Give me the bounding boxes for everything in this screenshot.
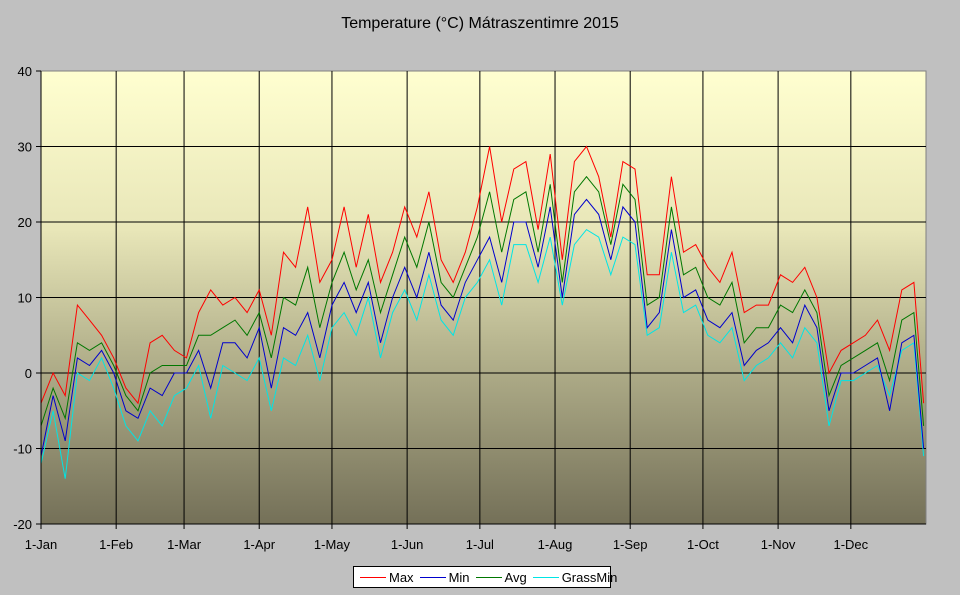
legend-label-grassmin: GrassMin [561, 569, 618, 585]
x-tick-label: 1-Nov [761, 537, 796, 552]
legend-label-min: Min [448, 569, 470, 585]
y-tick-label: -20 [13, 517, 32, 532]
y-tick-label: -10 [13, 442, 32, 457]
x-tick-label: 1-Apr [243, 537, 275, 552]
y-tick-label: 40 [18, 64, 32, 79]
series-line-avg [40, 175, 925, 427]
legend-item-grassmin: GrassMin [532, 569, 618, 585]
x-tick-label: 1-Oct [687, 537, 719, 552]
legend-item-min: Min [419, 569, 470, 585]
series-line-min [40, 198, 925, 457]
x-tick-label: 1-Dec [833, 537, 868, 552]
legend: Max Min Avg GrassMin [353, 566, 617, 588]
legend-label-max: Max [389, 569, 414, 585]
legend-item-max: Max [360, 570, 414, 585]
x-tick-label: 1-Feb [99, 537, 133, 552]
y-tick-label: 30 [18, 140, 32, 155]
legend-line-avg [475, 576, 502, 578]
legend-line-max [360, 576, 386, 578]
legend-line-min [419, 576, 446, 578]
series-line-grassmin [40, 228, 925, 479]
x-tick-label: 1-Sep [613, 537, 648, 552]
legend-item-avg: Avg [475, 569, 527, 585]
x-tick-label: 1-Jun [391, 537, 424, 552]
series-line-max [40, 145, 925, 405]
chart-title: Temperature (°C) Mátraszentimre 2015 [341, 15, 619, 32]
y-tick-label: 20 [18, 215, 32, 230]
x-tick-label: 1-Jul [466, 537, 494, 552]
legend-line-grassmin [532, 576, 559, 578]
x-tick-label: 1-Jan [25, 537, 58, 552]
y-tick-label: 0 [25, 366, 32, 381]
x-tick-label: 1-Mar [167, 537, 202, 552]
x-tick-label: 1-Aug [538, 537, 573, 552]
y-tick-label: 10 [18, 291, 32, 306]
x-tick-label: 1-May [314, 537, 351, 552]
legend-label-avg: Avg [504, 569, 527, 585]
